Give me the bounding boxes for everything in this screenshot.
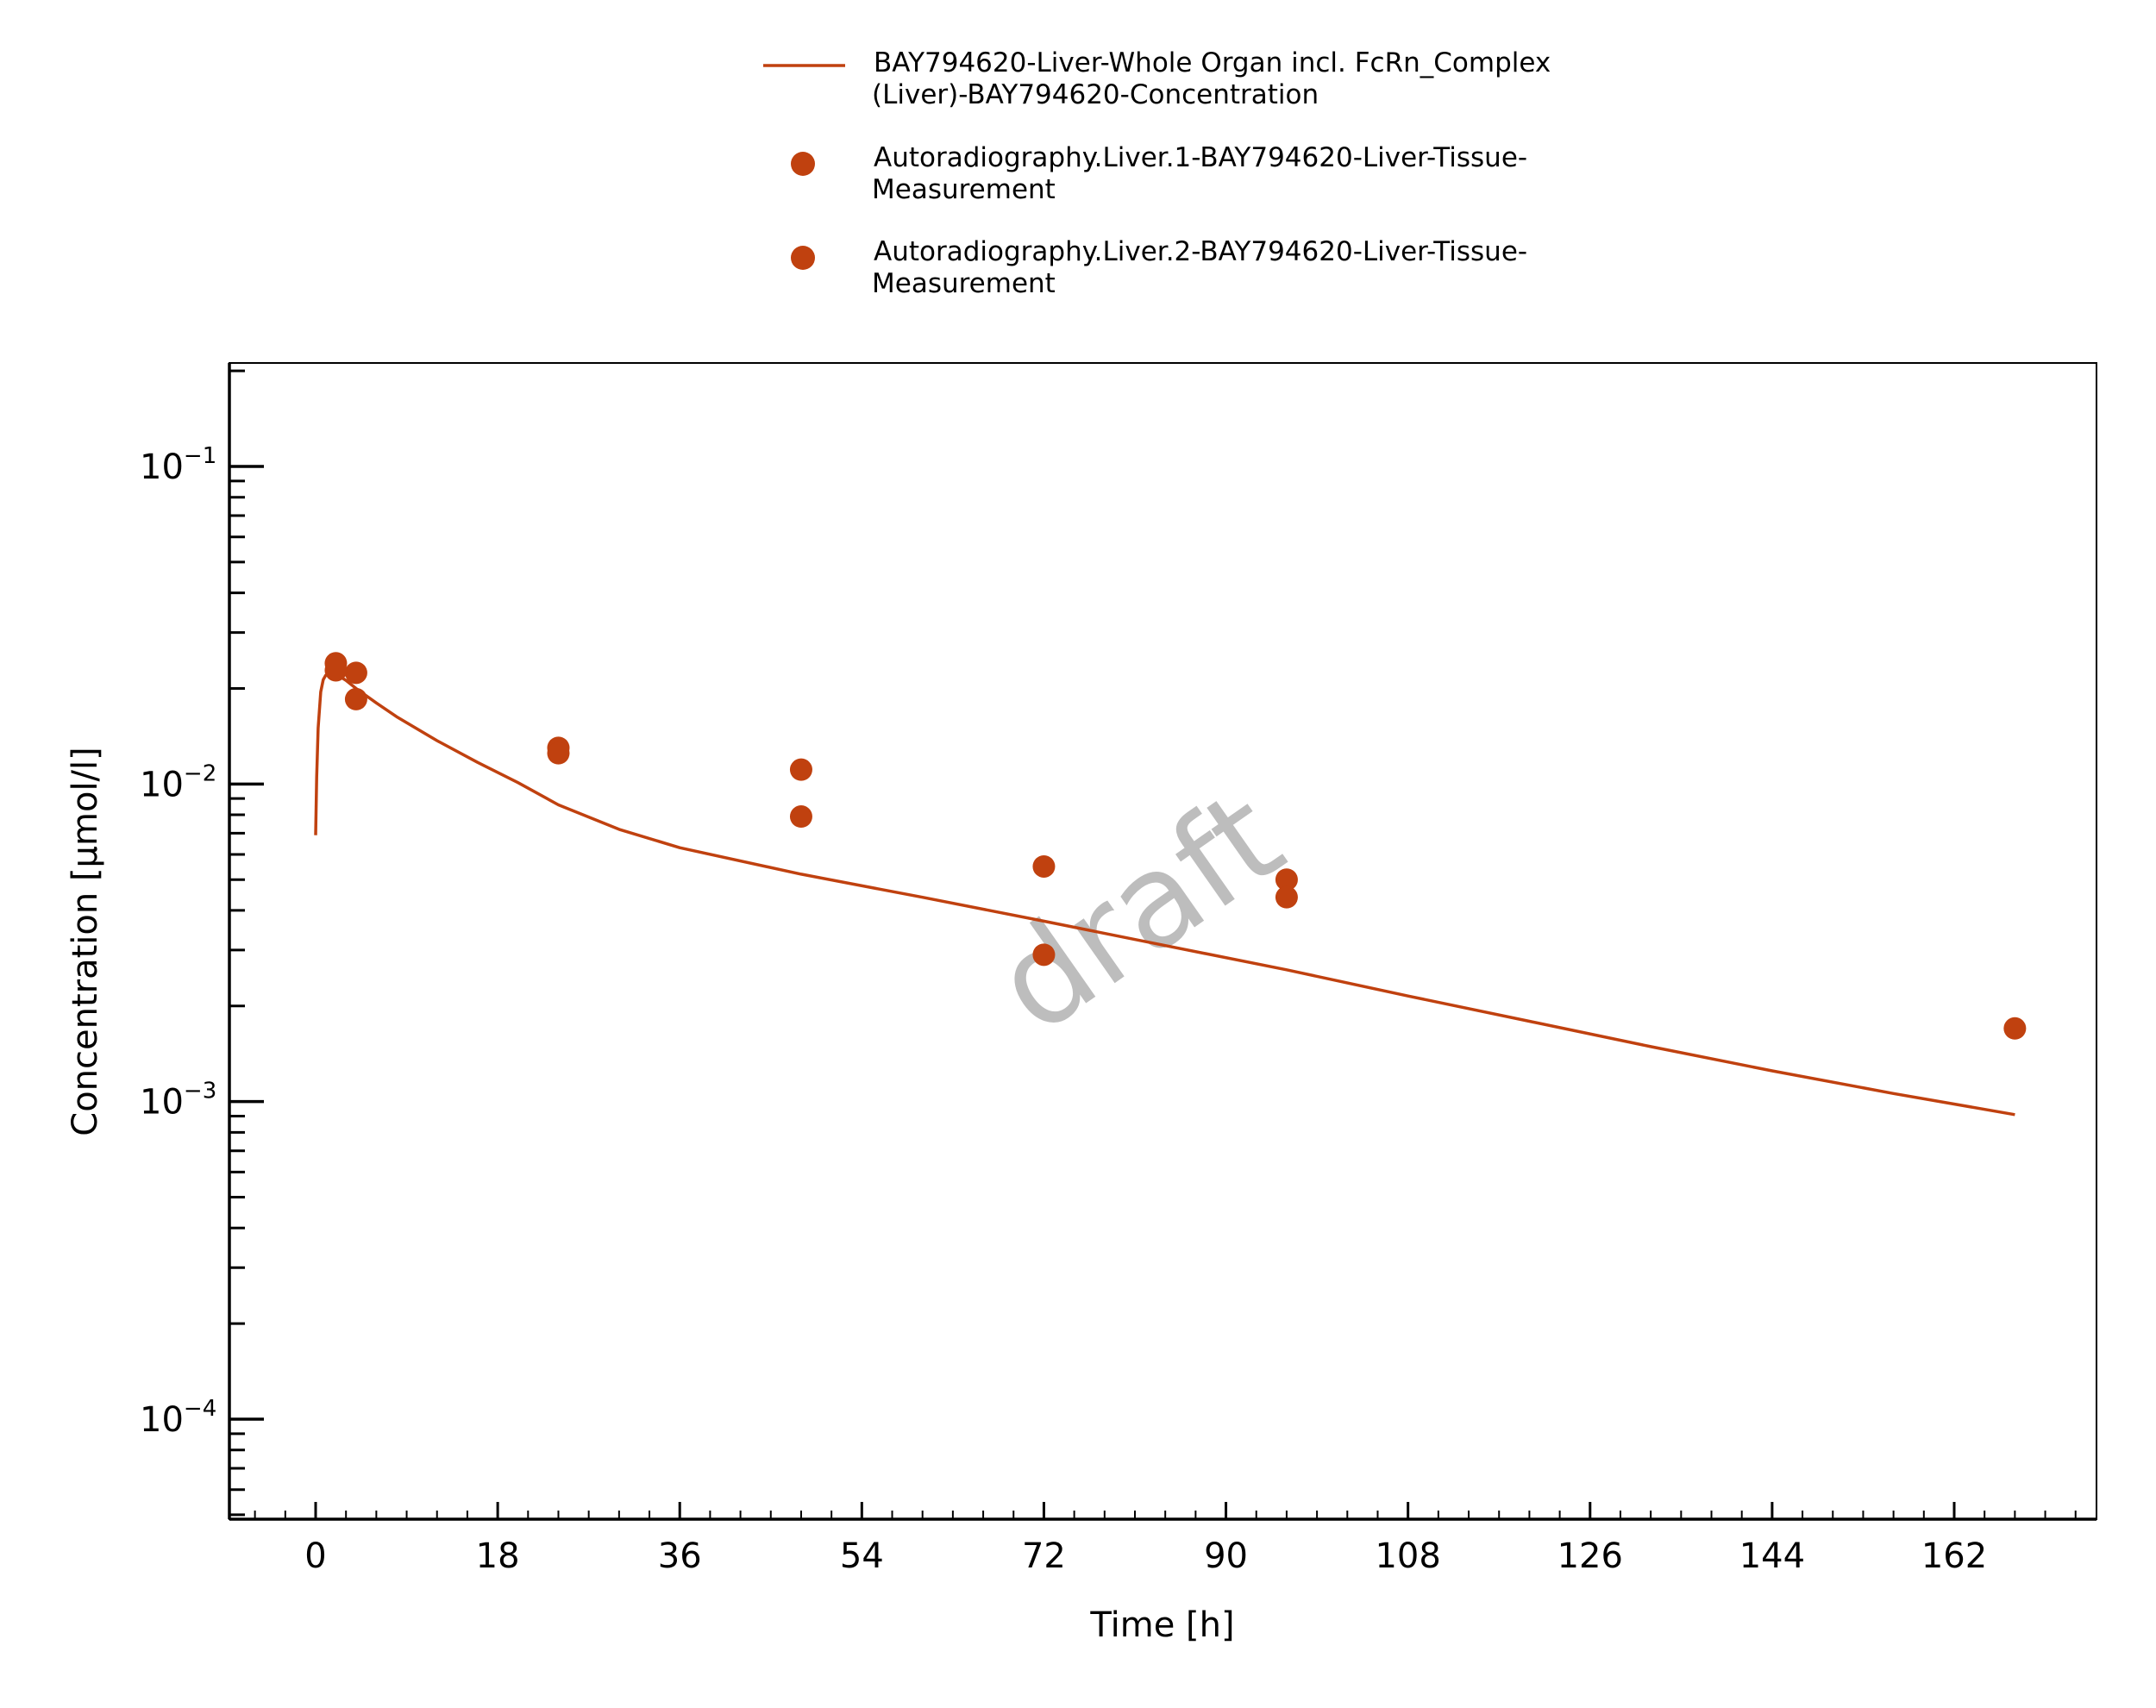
x-tick-label: 90: [1204, 1536, 1248, 1576]
series-2-point: [789, 758, 812, 781]
y-axis-tick-labels: 10−4 10−3 10−2 10−1: [140, 443, 216, 1440]
series-2-point: [1275, 868, 1298, 892]
legend-marker-series-3: [791, 246, 815, 270]
series-3-point: [344, 687, 367, 710]
x-tick-label: 72: [1022, 1536, 1066, 1576]
x-tick-label: 108: [1375, 1536, 1440, 1576]
legend-label-series-1-line-1: BAY794620-Liver-Whole Organ incl. FcRn_C…: [874, 47, 1551, 78]
series-1-line: [314, 671, 2015, 1117]
series-3-point: [789, 805, 812, 829]
svg-text:(Liver)-BAY794620-Concentratio: (Liver)-BAY794620-Concentration: [872, 79, 1319, 110]
legend-marker-series-2: [791, 152, 815, 176]
y-tick-label: 10−1: [140, 443, 216, 487]
svg-text:BAY794620-Liver-Whole Organ in: BAY794620-Liver-Whole Organ incl. FcRn_C…: [874, 47, 1551, 78]
legend-label-series-1-line-2: (Liver)-BAY794620-Concentration: [872, 79, 1319, 110]
svg-text:Measurement: Measurement: [872, 268, 1056, 299]
series-points: [324, 652, 2027, 1040]
x-tick-label: 126: [1557, 1536, 1623, 1576]
legend-label-series-2-line-2: Measurement: [872, 174, 1056, 205]
legend-label-series-3-line-1: Autoradiography.Liver.2-BAY794620-Liver-…: [874, 236, 1527, 267]
legend: BAY794620-Liver-Whole Organ incl. FcRn_C…: [763, 47, 1551, 299]
x-tick-label: 0: [304, 1536, 326, 1576]
x-tick-label: 144: [1739, 1536, 1805, 1576]
series-3-point: [324, 659, 348, 682]
series-2-point: [1032, 854, 1056, 878]
series-3-point: [1032, 943, 1056, 967]
y-tick-label: 10−4: [140, 1396, 216, 1440]
x-axis-ticks: [254, 1502, 2077, 1519]
x-axis-title: Time [h]: [1089, 1605, 1234, 1645]
y-axis-title: Concentration [µmol/l]: [66, 747, 105, 1136]
y-axis-ticks: [229, 369, 264, 1517]
series-2-point: [2003, 1017, 2027, 1040]
draft-watermark: draft: [969, 762, 1308, 1062]
x-axis-tick-labels: 0 18 36 54 72 90 108 126 144 162: [304, 1536, 1987, 1576]
x-tick-label: 54: [840, 1536, 884, 1576]
series-3-point: [547, 741, 570, 765]
series-lines: [314, 671, 2015, 1117]
x-tick-label: 162: [1921, 1536, 1987, 1576]
series-3-point: [1275, 885, 1298, 909]
legend-label-series-3-line-2: Measurement: [872, 268, 1056, 299]
x-tick-label: 18: [476, 1536, 520, 1576]
x-tick-label: 36: [658, 1536, 702, 1576]
svg-text:Autoradiography.Liver.1-BAY794: Autoradiography.Liver.1-BAY794620-Liver-…: [874, 142, 1527, 173]
legend-label-series-2-line-1: Autoradiography.Liver.1-BAY794620-Liver-…: [874, 142, 1527, 173]
y-tick-label: 10−2: [140, 760, 216, 804]
series-2-point: [344, 661, 367, 685]
y-tick-label: 10−3: [140, 1079, 216, 1123]
svg-text:Measurement: Measurement: [872, 174, 1056, 205]
svg-text:Autoradiography.Liver.2-BAY794: Autoradiography.Liver.2-BAY794620-Liver-…: [874, 236, 1527, 267]
